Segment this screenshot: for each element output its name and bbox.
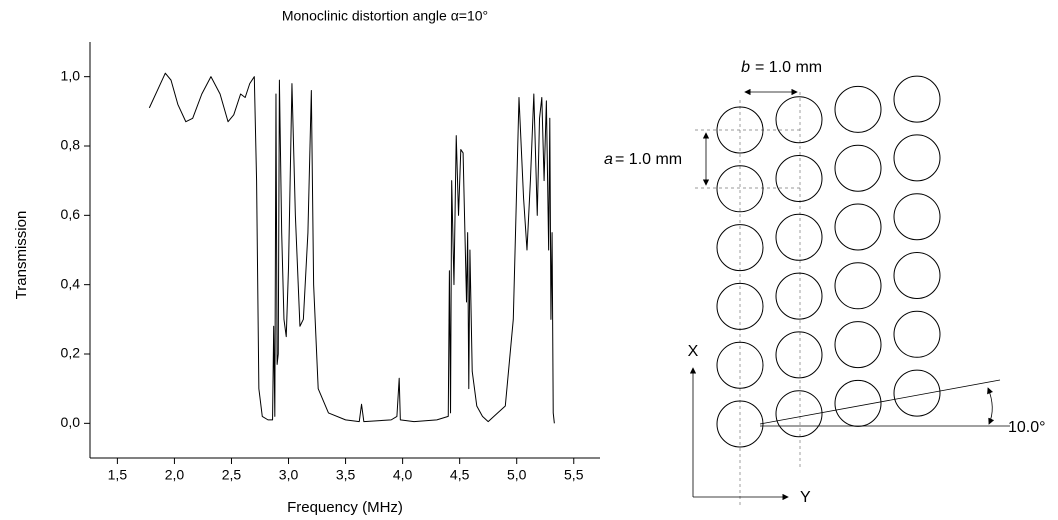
x-tick-label: 2,5 xyxy=(222,467,242,483)
a-label: = 1.0 mm xyxy=(615,151,682,168)
x-tick-label: 2,0 xyxy=(165,467,185,483)
rod xyxy=(775,331,823,379)
x-tick-label: 3,5 xyxy=(336,467,356,483)
x-tick-label: 5,5 xyxy=(564,467,584,483)
x-tick-label: 3,0 xyxy=(279,467,299,483)
x-tick-label: 5,0 xyxy=(507,467,527,483)
y-tick-label: 0,8 xyxy=(61,137,81,153)
angle-arc xyxy=(987,387,995,425)
rod xyxy=(893,193,941,241)
x-tick-label: 4,5 xyxy=(450,467,470,483)
rod xyxy=(834,144,882,192)
x-tick-label: 1,5 xyxy=(108,467,128,483)
rod xyxy=(716,341,764,389)
y-axis-name: Y xyxy=(800,489,811,506)
rod xyxy=(893,252,941,299)
rod xyxy=(834,379,882,427)
a-symbol: a xyxy=(604,151,613,168)
rod xyxy=(716,165,764,213)
rod xyxy=(834,203,882,251)
tilt-line xyxy=(759,379,1001,425)
rod xyxy=(893,310,941,358)
y-tick-label: 0,6 xyxy=(61,206,81,222)
x-axis-name: X xyxy=(688,343,699,360)
rod xyxy=(716,400,764,448)
rod xyxy=(775,155,823,202)
rod xyxy=(716,106,764,154)
chart-title: Monoclinic distortion angle α=10° xyxy=(282,8,488,24)
rod xyxy=(775,390,823,438)
y-axis-label: Transmission xyxy=(13,211,30,300)
b-symbol: b xyxy=(741,59,750,76)
rod xyxy=(716,224,764,272)
rod xyxy=(834,321,882,369)
x-axis-label: Frequency (MHz) xyxy=(287,499,403,516)
angle-label: 10.0° xyxy=(1008,419,1046,436)
b-label: = 1.0 mm xyxy=(755,59,822,76)
rod xyxy=(834,262,882,310)
y-tick-label: 0,0 xyxy=(61,414,81,430)
rod xyxy=(716,282,764,330)
rod xyxy=(775,213,823,261)
y-tick-label: 0,2 xyxy=(61,345,81,361)
rod xyxy=(775,272,823,320)
rod xyxy=(893,75,941,123)
lattice-diagram: b = 1.0 mm a = 1.0 mm X Y 10.0° xyxy=(604,59,1046,506)
y-tick-label: 0,4 xyxy=(61,275,81,291)
rod xyxy=(834,85,882,133)
rod xyxy=(893,369,941,417)
x-tick-label: 4,0 xyxy=(393,467,413,483)
transmission-line xyxy=(148,72,555,424)
rod xyxy=(893,134,941,182)
y-tick-label: 1,0 xyxy=(61,67,81,83)
rod xyxy=(775,96,823,144)
